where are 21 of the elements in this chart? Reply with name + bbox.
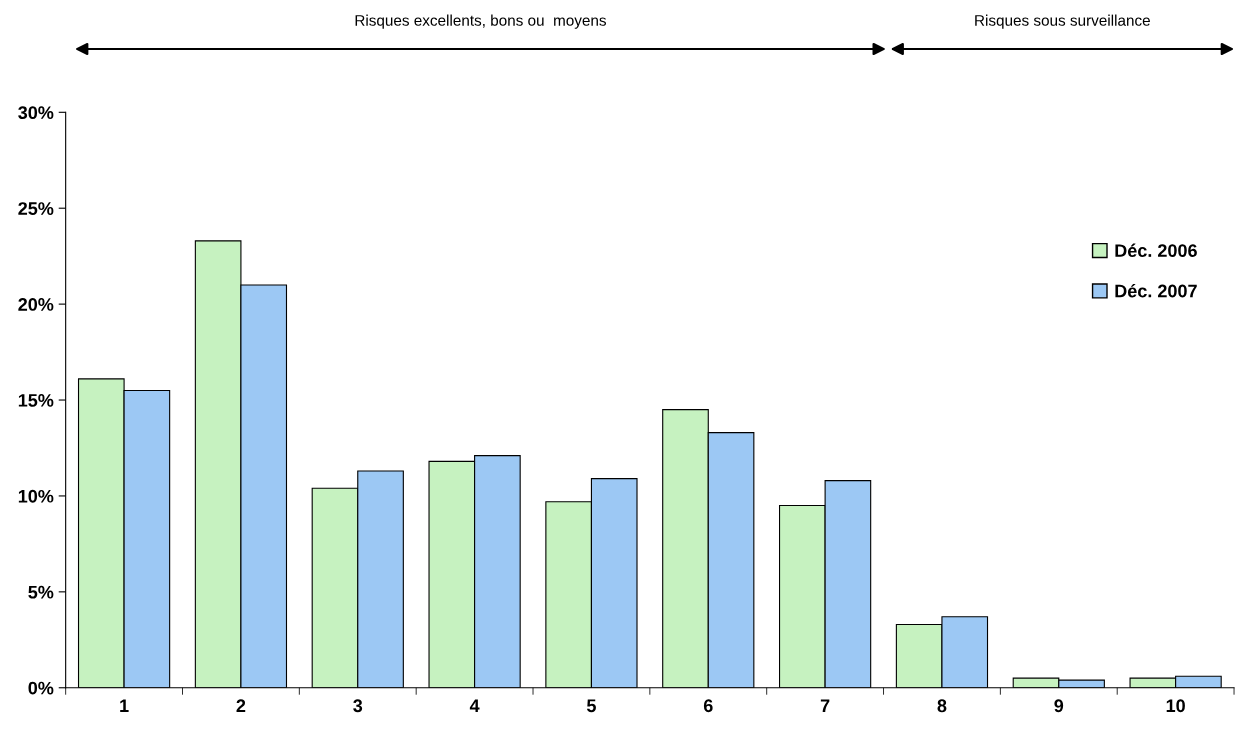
x-tick-label: 3	[353, 699, 363, 713]
y-tick-label: 25%	[18, 202, 54, 215]
x-tick-label: 4	[469, 699, 480, 712]
x-tick-label: 7	[820, 699, 830, 712]
y-tick-label: 5%	[28, 585, 54, 599]
x-tick-label: 10	[1166, 699, 1185, 713]
x-tick-label: 9	[1054, 699, 1064, 713]
y-tick-label: 10%	[18, 489, 54, 503]
x-tick-label: 2	[236, 699, 246, 712]
y-tick-label: 30%	[18, 106, 54, 120]
legend-label: Déc. 2007	[1115, 283, 1197, 298]
legend-label: Déc. 2006	[1115, 243, 1197, 257]
x-tick-label: 6	[703, 699, 713, 713]
y-tick-label: 20%	[18, 298, 54, 311]
x-tick-label: 1	[120, 699, 129, 712]
y-tick-label: 15%	[18, 394, 54, 407]
text: Risques excellents, bons ou moyens	[355, 14, 607, 29]
x-tick-label: 8	[937, 699, 947, 713]
text: Risques sous surveillance	[975, 14, 1150, 29]
x-tick-label: 5	[586, 699, 596, 713]
y-tick-label: 0%	[28, 681, 54, 695]
